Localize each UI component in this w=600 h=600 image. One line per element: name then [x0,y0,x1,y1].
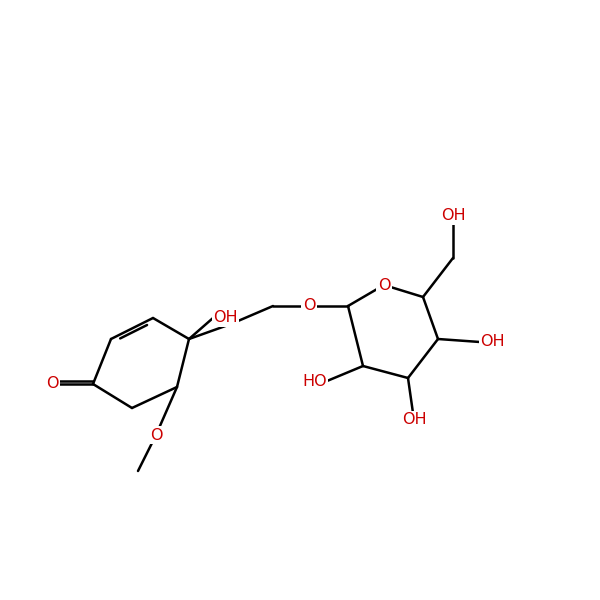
Text: O: O [303,298,315,313]
Text: OH: OH [480,335,505,349]
Text: O: O [47,377,59,391]
Text: OH: OH [401,413,427,427]
Text: OH: OH [440,208,466,223]
Text: OH: OH [213,311,238,325]
Text: O: O [150,427,162,443]
Text: O: O [378,277,390,292]
Text: HO: HO [302,373,327,389]
